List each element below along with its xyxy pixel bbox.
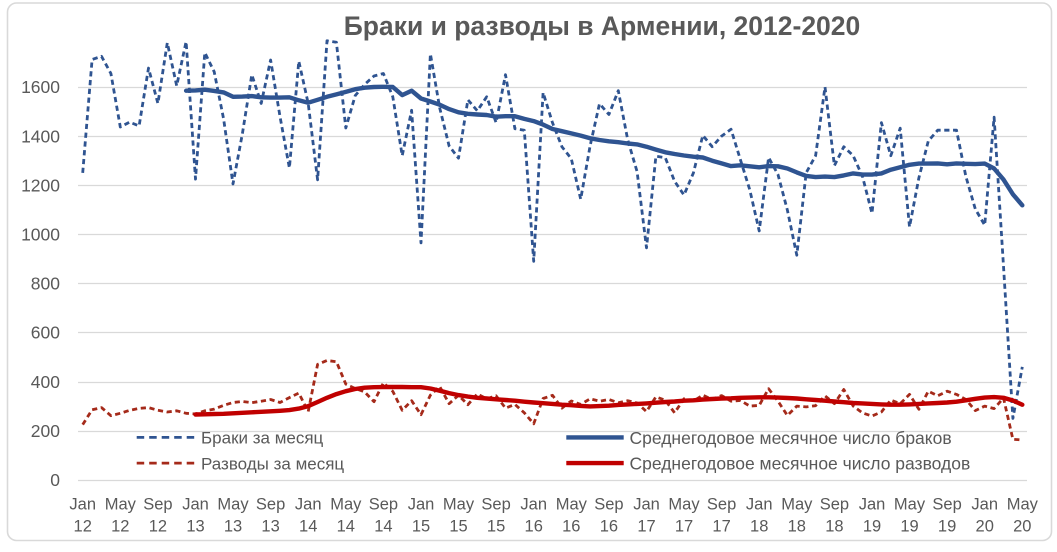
svg-text:20: 20 bbox=[976, 518, 994, 536]
svg-text:1200: 1200 bbox=[21, 175, 60, 195]
svg-text:16: 16 bbox=[525, 518, 543, 536]
svg-text:19: 19 bbox=[863, 518, 881, 536]
svg-text:20: 20 bbox=[1013, 518, 1031, 536]
svg-text:1000: 1000 bbox=[21, 225, 60, 245]
svg-text:Jan: Jan bbox=[182, 496, 209, 514]
svg-text:15: 15 bbox=[449, 518, 467, 536]
svg-text:12: 12 bbox=[149, 518, 167, 536]
svg-text:Sep: Sep bbox=[707, 496, 736, 514]
svg-text:15: 15 bbox=[412, 518, 430, 536]
svg-text:May: May bbox=[1007, 496, 1039, 514]
svg-text:0: 0 bbox=[50, 470, 60, 490]
svg-text:May: May bbox=[105, 496, 137, 514]
svg-text:13: 13 bbox=[224, 518, 242, 536]
svg-text:Jan: Jan bbox=[408, 496, 435, 514]
svg-text:Jan: Jan bbox=[859, 496, 886, 514]
svg-text:17: 17 bbox=[712, 518, 730, 536]
svg-text:14: 14 bbox=[337, 518, 355, 536]
svg-text:Jan: Jan bbox=[746, 496, 773, 514]
svg-text:13: 13 bbox=[261, 518, 279, 536]
svg-text:Браки за месяц: Браки за месяц bbox=[201, 429, 324, 448]
svg-text:14: 14 bbox=[374, 518, 392, 536]
svg-text:May: May bbox=[330, 496, 362, 514]
svg-text:200: 200 bbox=[31, 421, 60, 441]
svg-text:800: 800 bbox=[31, 274, 60, 294]
svg-text:Браки и разводы в Армении, 201: Браки и разводы в Армении, 2012-2020 bbox=[344, 11, 861, 41]
svg-text:14: 14 bbox=[299, 518, 317, 536]
svg-text:16: 16 bbox=[600, 518, 618, 536]
svg-text:400: 400 bbox=[31, 372, 60, 392]
svg-text:Jan: Jan bbox=[69, 496, 96, 514]
svg-text:Jan: Jan bbox=[295, 496, 322, 514]
svg-text:Sep: Sep bbox=[932, 496, 961, 514]
svg-text:19: 19 bbox=[938, 518, 956, 536]
svg-text:1600: 1600 bbox=[21, 77, 60, 97]
svg-text:Sep: Sep bbox=[820, 496, 849, 514]
svg-text:17: 17 bbox=[675, 518, 693, 536]
svg-text:May: May bbox=[668, 496, 700, 514]
svg-text:Jan: Jan bbox=[633, 496, 660, 514]
svg-text:Sep: Sep bbox=[256, 496, 285, 514]
svg-text:18: 18 bbox=[788, 518, 806, 536]
svg-text:May: May bbox=[556, 496, 588, 514]
svg-text:12: 12 bbox=[74, 518, 92, 536]
svg-text:15: 15 bbox=[487, 518, 505, 536]
svg-text:Sep: Sep bbox=[594, 496, 623, 514]
svg-text:18: 18 bbox=[750, 518, 768, 536]
svg-text:Среднегодовое месячное число б: Среднегодовое месячное число браков bbox=[630, 428, 952, 448]
svg-text:19: 19 bbox=[900, 518, 918, 536]
svg-text:1400: 1400 bbox=[21, 126, 60, 146]
svg-text:May: May bbox=[443, 496, 475, 514]
svg-text:Разводы за месяц: Разводы за месяц bbox=[201, 454, 344, 473]
svg-text:12: 12 bbox=[111, 518, 129, 536]
svg-text:Sep: Sep bbox=[143, 496, 172, 514]
svg-text:Sep: Sep bbox=[369, 496, 398, 514]
svg-text:600: 600 bbox=[31, 323, 60, 343]
svg-text:Среднегодовое месячное число р: Среднегодовое месячное число разводов bbox=[630, 454, 971, 474]
svg-text:16: 16 bbox=[562, 518, 580, 536]
svg-text:Sep: Sep bbox=[481, 496, 510, 514]
svg-text:May: May bbox=[781, 496, 813, 514]
svg-text:Jan: Jan bbox=[520, 496, 547, 514]
svg-text:13: 13 bbox=[186, 518, 204, 536]
svg-text:May: May bbox=[894, 496, 926, 514]
svg-text:18: 18 bbox=[825, 518, 843, 536]
svg-text:Jan: Jan bbox=[971, 496, 998, 514]
svg-text:May: May bbox=[217, 496, 249, 514]
svg-text:17: 17 bbox=[637, 518, 655, 536]
